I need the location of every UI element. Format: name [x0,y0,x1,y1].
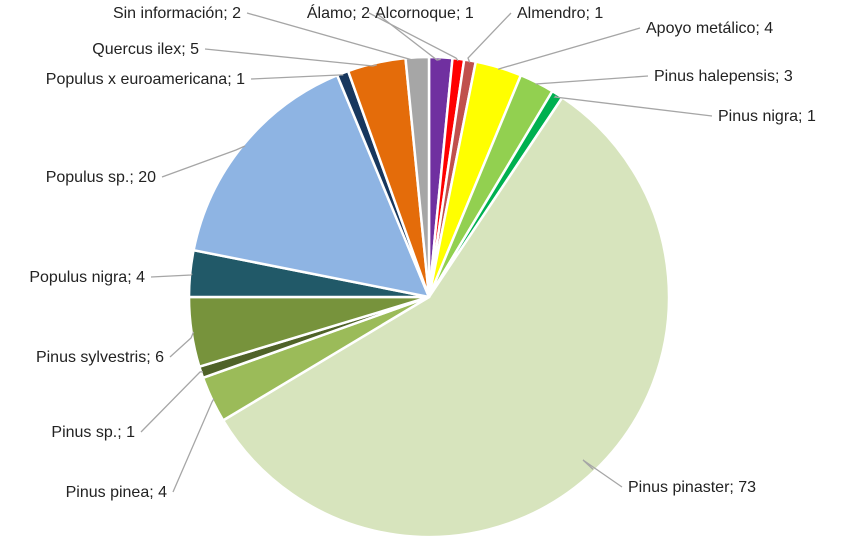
pie-slice-populus-sp [192,74,431,299]
leader-line-pinus-nigra [553,95,713,117]
data-label-pinus-pinea: Pinus pinea; 4 [66,484,168,501]
leader-line-pinus-sylvestris [169,331,195,358]
data-labels: Álamo; 2 Alcornoque; 1 Almendro; 1 Apoyo me… [29,3,816,501]
data-label-pinus-pinaster: Pinus pinaster; 73 [628,479,756,496]
leader-line-sin-informacion [246,12,418,62]
data-label-pinus-sp: Pinus sp.; 1 [51,424,135,441]
pie-slices [187,55,671,539]
leader-line-pinus-halepensis [535,75,649,85]
leader-line-apoyo-metalico [497,27,641,70]
leader-lines [140,12,713,493]
leader-line-alcornoque [368,12,459,62]
data-label-almendro: Almendro; 1 [517,5,603,22]
data-label-pinus-halepensis: Pinus halepensis; 3 [654,68,793,85]
leader-line-almendro [467,12,512,63]
data-label-alamo: Álamo; 2 [307,3,370,22]
data-label-apoyo-metalico: Apoyo metálico; 4 [646,20,773,37]
data-label-pinus-nigra: Pinus nigra; 1 [718,108,816,125]
leader-line-populus-sp [161,145,246,178]
pie-slice-pinus-pinaster [221,96,671,539]
data-label-populus-nigra: Populus nigra; 4 [29,269,145,286]
data-label-populus-x-euroamericana: Populus x euroamericana; 1 [46,71,245,88]
data-label-populus-sp: Populus sp.; 20 [46,169,156,186]
data-label-alcornoque: Alcornoque; 1 [375,5,474,22]
leader-line-pinus-pinea [172,398,215,493]
data-label-pinus-sylvestris: Pinus sylvestris; 6 [36,349,164,366]
leader-line-pinus-sp [140,371,204,433]
leader-line-populus-x-euroamericana [250,74,344,80]
leader-line-alamo [375,12,441,61]
leader-line-quercus-ilex [204,48,378,67]
leader-line-populus-nigra [150,273,193,278]
data-label-quercus-ilex: Quercus ilex; 5 [92,41,199,58]
data-label-sin-informacion: Sin información; 2 [113,5,241,22]
leader-line-pinus-pinaster [582,459,623,488]
